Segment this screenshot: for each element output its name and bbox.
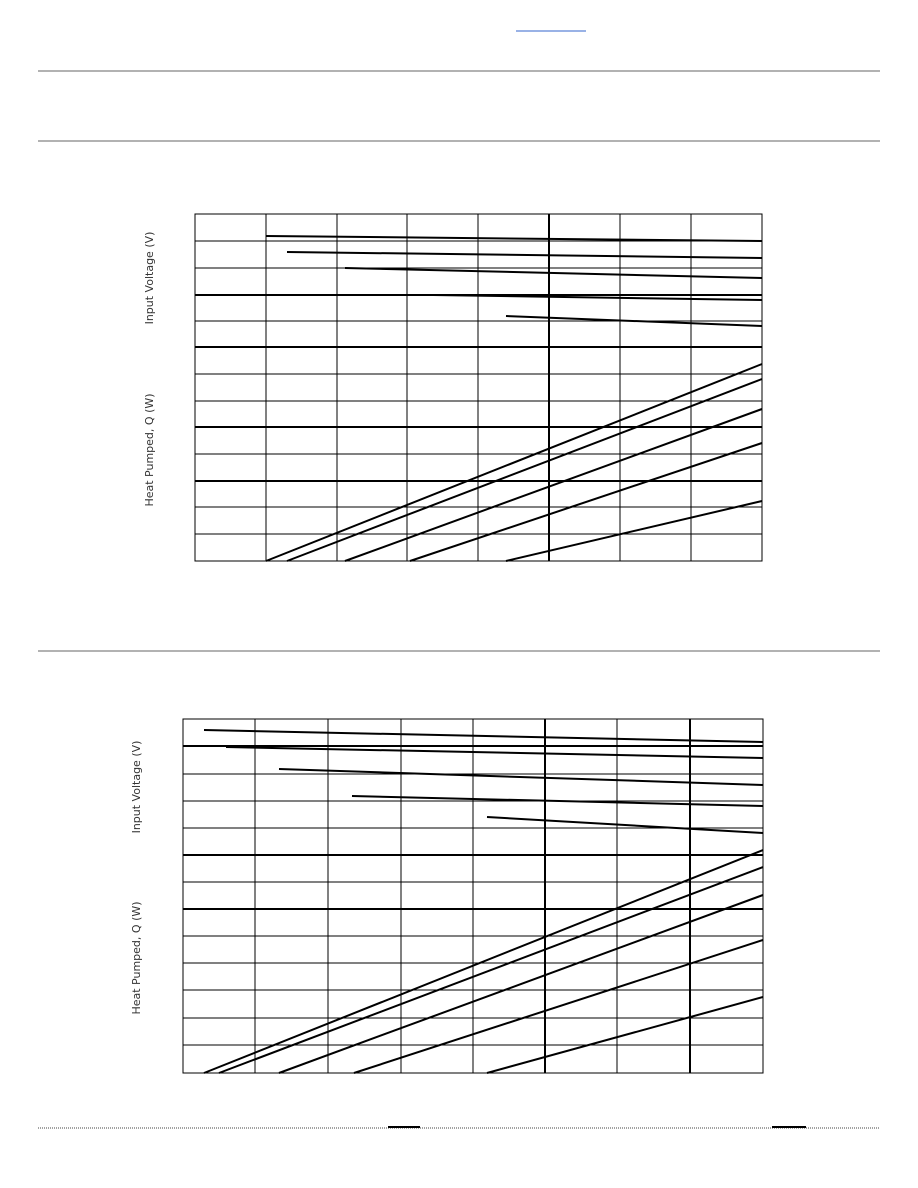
curve bbox=[505, 315, 763, 327]
curve bbox=[203, 729, 764, 743]
curve bbox=[353, 939, 764, 1074]
curve bbox=[265, 363, 763, 562]
curve bbox=[432, 294, 763, 301]
curve bbox=[505, 500, 763, 562]
curve bbox=[351, 795, 764, 807]
curve bbox=[486, 816, 764, 834]
curve bbox=[225, 746, 764, 759]
axis-label: Input Voltage (V) bbox=[130, 741, 143, 834]
curve bbox=[203, 849, 764, 1074]
plot-frame bbox=[182, 718, 764, 1074]
curve bbox=[344, 408, 763, 562]
axis-label: Input Voltage (V) bbox=[143, 232, 156, 325]
chart: Input Voltage (V) Heat Pumped, Q (W) bbox=[130, 718, 764, 1074]
curve bbox=[278, 894, 764, 1074]
curve bbox=[218, 866, 764, 1074]
curve bbox=[286, 378, 763, 562]
curve bbox=[344, 267, 763, 279]
curve bbox=[265, 235, 763, 242]
chart: Input Voltage (V) Heat Pumped, Q (W) bbox=[143, 213, 763, 562]
axis-label: Heat Pumped, Q (W) bbox=[143, 393, 156, 506]
curve bbox=[486, 996, 764, 1074]
curve bbox=[278, 768, 764, 786]
curve bbox=[286, 251, 763, 259]
plot-frame bbox=[194, 213, 763, 562]
curve bbox=[409, 442, 763, 562]
axis-label: Heat Pumped, Q (W) bbox=[130, 901, 143, 1014]
